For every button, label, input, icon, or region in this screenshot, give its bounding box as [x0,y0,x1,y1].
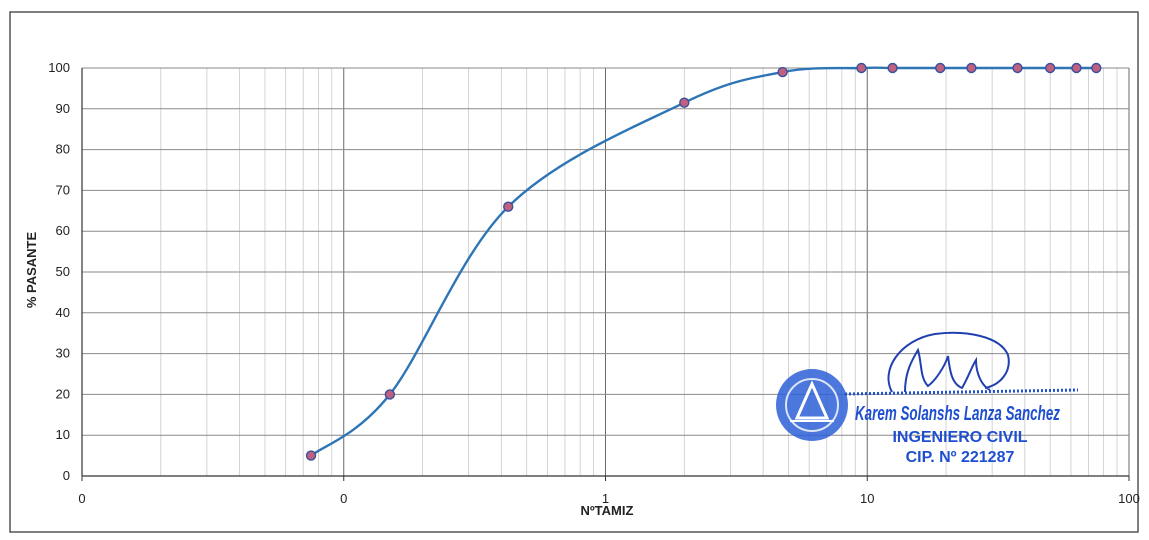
data-point [1091,62,1102,74]
y-tick-label: 60 [56,223,70,238]
data-point [935,62,946,74]
seal-icon [776,369,848,441]
x-tick-label: 1 [602,491,609,506]
stamp-profession: INGENIERO CIVIL [892,429,1027,446]
x-tick-label: 100 [1118,491,1140,506]
data-point [887,62,898,74]
data-point [503,201,514,212]
stamp-registration: CIP. Nº 221287 [906,449,1015,466]
y-tick-label: 50 [56,264,70,279]
data-point [856,62,867,74]
data-point [384,389,396,400]
y-tick-label: 100 [48,60,70,75]
stamp-name: Karem Solanshs Lanza Sanchez [855,403,1060,425]
y-tick-label: 40 [56,305,70,320]
y-tick-label: 70 [56,182,70,197]
marker-layer [305,62,1102,461]
y-tick-label: 0 [63,468,70,483]
data-point [305,450,317,461]
y-tick-label: 80 [56,142,70,157]
engineer-stamp: Karem Solanshs Lanza Sanchez INGENIERO C… [776,331,1079,466]
data-point [1071,62,1082,74]
x-axis-title: NºTAMIZ [581,503,634,518]
y-tick-label: 20 [56,386,70,401]
data-point [679,97,690,108]
y-tick-label: 30 [56,346,70,361]
y-tick-label: 90 [56,101,70,116]
x-tick-label: 0 [340,491,347,506]
data-point [777,66,788,78]
x-tick-label: 0 [78,491,85,506]
stamp-dotted-line [844,388,1079,396]
signature-icon [887,331,1010,393]
x-tick-label: 10 [860,491,874,506]
data-point [966,62,977,74]
data-point [1045,62,1056,74]
y-axis-title: % PASANTE [24,232,39,309]
data-point [1012,62,1023,74]
y-tick-label: 10 [56,427,70,442]
